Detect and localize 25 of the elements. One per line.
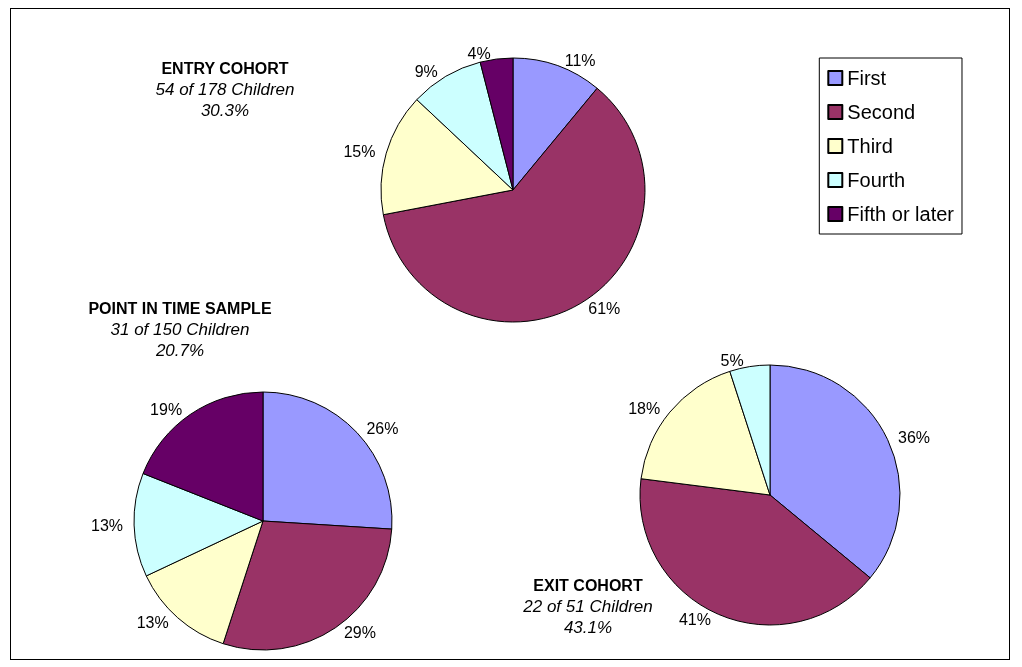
data-label: 29% bbox=[343, 624, 376, 642]
text: ENTRY COHORT bbox=[161, 59, 289, 77]
chart-subtitle: 31 of 150 Children 20.7% bbox=[110, 320, 250, 360]
data-label: 4% bbox=[467, 44, 491, 62]
data-label: 26% bbox=[366, 420, 399, 438]
chart-title: POINT IN TIME SAMPLE bbox=[88, 299, 272, 317]
legend-label: Fifth or later bbox=[847, 203, 955, 225]
data-label: 19% bbox=[150, 400, 183, 418]
text: 22 of 51 Children 43.1% bbox=[522, 597, 653, 637]
legend-label: Third bbox=[847, 135, 893, 157]
data-label: 18% bbox=[628, 399, 661, 417]
text: EXIT COHORT bbox=[533, 576, 643, 594]
legend-label: Second bbox=[847, 101, 916, 123]
data-label: 11% bbox=[564, 51, 596, 69]
data-label: 13% bbox=[136, 613, 169, 631]
data-label: 36% bbox=[898, 428, 931, 446]
data-label: 13% bbox=[91, 516, 124, 534]
data-label: 9% bbox=[414, 62, 438, 80]
data-label: 15% bbox=[343, 143, 376, 160]
data-label: 61% bbox=[588, 300, 621, 318]
text: 54 of 178 Children 30.3% bbox=[155, 80, 295, 120]
legend-label: First bbox=[847, 67, 887, 89]
data-label: 5% bbox=[720, 352, 744, 370]
data-label: 41% bbox=[678, 611, 711, 629]
legend-label: Fourth bbox=[847, 169, 906, 191]
